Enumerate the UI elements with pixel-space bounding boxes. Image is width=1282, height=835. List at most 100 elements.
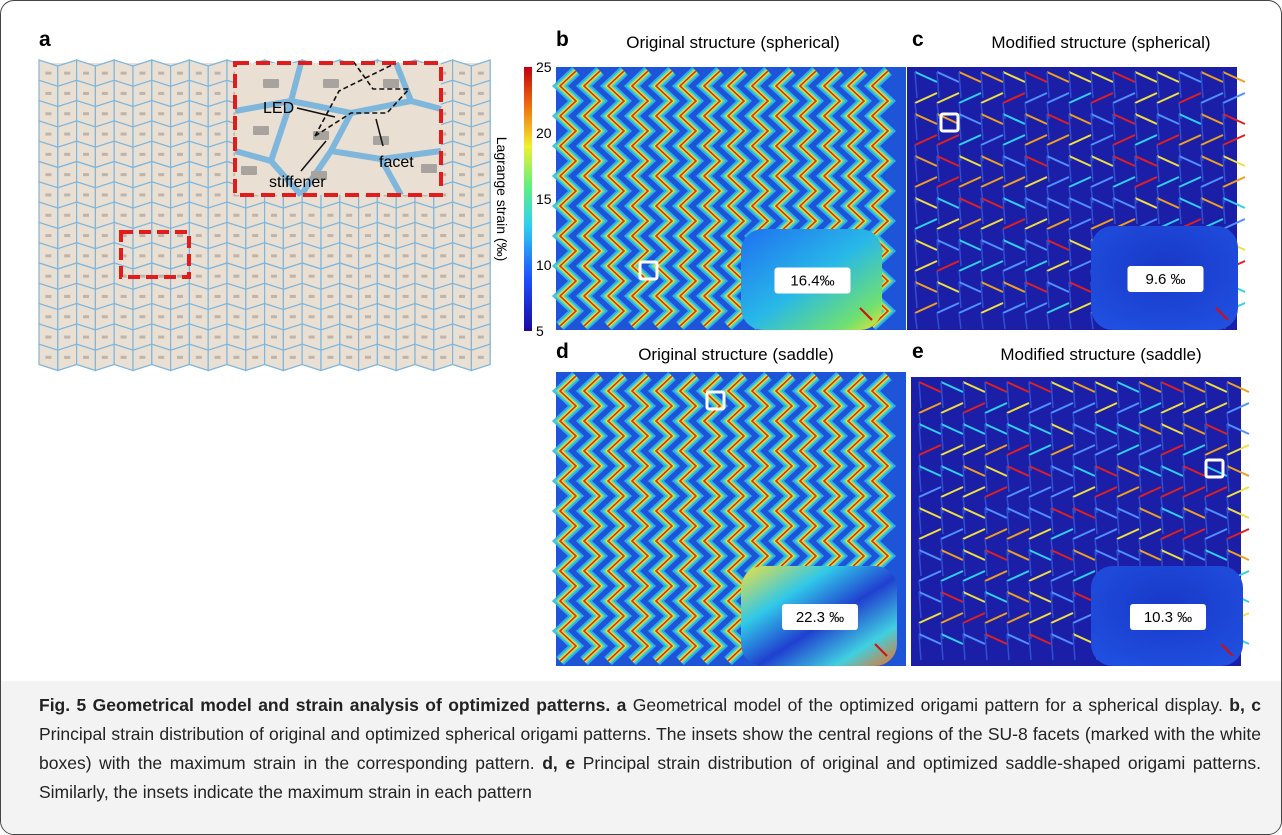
led xyxy=(478,92,484,95)
led xyxy=(196,356,202,359)
led xyxy=(64,315,70,318)
led xyxy=(233,234,239,237)
led xyxy=(139,133,145,136)
led xyxy=(233,254,239,257)
led xyxy=(478,295,484,298)
led xyxy=(83,275,89,278)
led xyxy=(215,254,221,257)
led xyxy=(309,254,315,257)
led xyxy=(64,234,70,237)
led xyxy=(271,295,277,298)
led xyxy=(158,193,164,196)
led xyxy=(440,336,446,339)
led xyxy=(177,173,183,176)
led xyxy=(365,356,371,359)
led xyxy=(177,112,183,115)
panel-label: e xyxy=(912,340,924,363)
led xyxy=(478,153,484,156)
panels: abOriginal structure (spherical)cModifie… xyxy=(39,28,1249,666)
led xyxy=(83,295,89,298)
led xyxy=(403,234,409,237)
led xyxy=(139,193,145,196)
led xyxy=(102,295,108,298)
led xyxy=(384,356,390,359)
colorbar-tick-label: 20 xyxy=(536,125,552,141)
led xyxy=(309,295,315,298)
led xyxy=(252,295,258,298)
colorbar-tick-label: 25 xyxy=(536,59,552,75)
led xyxy=(365,295,371,298)
led xyxy=(327,336,333,339)
led xyxy=(177,72,183,75)
led xyxy=(121,193,127,196)
led xyxy=(346,315,352,318)
led-chip xyxy=(323,79,339,88)
led xyxy=(478,214,484,217)
led xyxy=(45,336,51,339)
annotation: LED xyxy=(263,100,294,117)
led xyxy=(459,315,465,318)
led xyxy=(45,234,51,237)
led xyxy=(346,234,352,237)
led xyxy=(271,214,277,217)
led xyxy=(196,336,202,339)
led xyxy=(177,153,183,156)
led xyxy=(102,72,108,75)
led xyxy=(327,254,333,257)
led xyxy=(290,275,296,278)
led xyxy=(440,214,446,217)
led xyxy=(421,254,427,257)
led xyxy=(290,356,296,359)
led xyxy=(64,275,70,278)
led xyxy=(459,336,465,339)
led xyxy=(271,336,277,339)
led xyxy=(139,315,145,318)
led xyxy=(346,254,352,257)
led xyxy=(121,336,127,339)
led xyxy=(121,356,127,359)
inset-value: 10.3 ‰ xyxy=(1144,609,1192,626)
led xyxy=(440,315,446,318)
led xyxy=(215,92,221,95)
led xyxy=(421,234,427,237)
led xyxy=(196,153,202,156)
led xyxy=(121,153,127,156)
led xyxy=(365,214,371,217)
led xyxy=(271,275,277,278)
led-chip xyxy=(241,166,257,175)
led xyxy=(121,112,127,115)
led xyxy=(309,336,315,339)
led xyxy=(384,315,390,318)
led xyxy=(121,214,127,217)
inset-value: 16.4‰ xyxy=(790,273,834,290)
led xyxy=(121,92,127,95)
led xyxy=(421,315,427,318)
led xyxy=(309,356,315,359)
led xyxy=(139,173,145,176)
led xyxy=(83,356,89,359)
led xyxy=(346,356,352,359)
led xyxy=(45,112,51,115)
led xyxy=(478,315,484,318)
led xyxy=(139,214,145,217)
led xyxy=(215,112,221,115)
led xyxy=(252,254,258,257)
led xyxy=(158,336,164,339)
led xyxy=(252,315,258,318)
led xyxy=(83,315,89,318)
led xyxy=(440,275,446,278)
caption-label: a xyxy=(617,695,627,715)
led xyxy=(215,214,221,217)
led xyxy=(384,336,390,339)
led xyxy=(102,234,108,237)
led xyxy=(233,356,239,359)
led xyxy=(233,275,239,278)
led xyxy=(177,133,183,136)
led xyxy=(139,254,145,257)
led xyxy=(64,214,70,217)
led xyxy=(64,133,70,136)
led xyxy=(196,92,202,95)
led xyxy=(177,254,183,257)
led xyxy=(271,234,277,237)
led xyxy=(403,356,409,359)
